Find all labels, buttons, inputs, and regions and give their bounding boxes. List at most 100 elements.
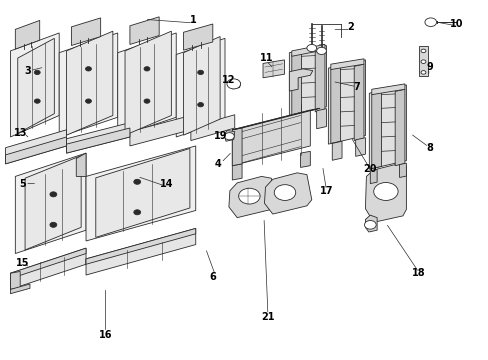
Polygon shape [15, 153, 86, 253]
Polygon shape [176, 39, 224, 137]
Circle shape [420, 49, 425, 53]
Polygon shape [399, 163, 406, 177]
Polygon shape [229, 80, 240, 89]
Polygon shape [315, 50, 325, 112]
Circle shape [274, 185, 295, 201]
Polygon shape [293, 113, 304, 133]
Circle shape [50, 222, 57, 227]
Polygon shape [228, 176, 276, 218]
Circle shape [134, 210, 141, 215]
Polygon shape [316, 109, 326, 129]
Polygon shape [365, 215, 376, 232]
Circle shape [34, 70, 40, 75]
Polygon shape [15, 21, 40, 49]
Circle shape [85, 67, 91, 71]
Polygon shape [130, 17, 159, 44]
Polygon shape [232, 164, 242, 180]
Circle shape [197, 103, 203, 107]
Text: 17: 17 [319, 186, 332, 196]
Text: 6: 6 [209, 272, 216, 282]
Polygon shape [291, 53, 301, 115]
Polygon shape [328, 60, 365, 144]
Polygon shape [10, 284, 30, 294]
Polygon shape [183, 37, 220, 135]
Polygon shape [331, 141, 341, 160]
Polygon shape [291, 44, 325, 56]
Polygon shape [10, 33, 59, 137]
Polygon shape [232, 110, 310, 166]
Polygon shape [394, 89, 404, 166]
Circle shape [420, 60, 425, 63]
Polygon shape [66, 128, 130, 153]
Text: 1: 1 [189, 15, 196, 26]
Text: 21: 21 [261, 312, 274, 322]
Polygon shape [330, 59, 363, 69]
Polygon shape [330, 67, 340, 143]
Polygon shape [96, 148, 189, 237]
Text: 8: 8 [426, 143, 432, 153]
Circle shape [306, 44, 316, 51]
Circle shape [85, 99, 91, 103]
Text: 13: 13 [14, 129, 28, 138]
Polygon shape [71, 18, 101, 45]
Polygon shape [130, 116, 190, 146]
Circle shape [224, 133, 234, 140]
Circle shape [238, 188, 260, 204]
Text: 5: 5 [19, 179, 26, 189]
Text: 12: 12 [222, 75, 235, 85]
Polygon shape [66, 123, 130, 153]
Text: 14: 14 [160, 179, 173, 189]
Text: 19: 19 [214, 131, 227, 141]
Polygon shape [183, 24, 212, 50]
Circle shape [316, 47, 326, 54]
Circle shape [424, 18, 436, 27]
Polygon shape [86, 146, 195, 241]
Text: 7: 7 [352, 82, 359, 93]
Polygon shape [10, 248, 86, 279]
Polygon shape [368, 85, 406, 169]
Polygon shape [10, 271, 20, 289]
Polygon shape [289, 45, 326, 116]
Polygon shape [355, 138, 365, 156]
Polygon shape [5, 137, 66, 164]
Polygon shape [125, 31, 171, 135]
Polygon shape [66, 31, 113, 135]
Polygon shape [232, 128, 242, 166]
Circle shape [144, 99, 150, 103]
Circle shape [34, 99, 40, 103]
Circle shape [226, 79, 240, 89]
Circle shape [50, 192, 57, 197]
Circle shape [364, 221, 375, 229]
Polygon shape [264, 173, 311, 214]
Polygon shape [232, 108, 320, 130]
Polygon shape [371, 84, 404, 95]
Bar [418, 45, 427, 76]
Circle shape [373, 183, 397, 201]
Polygon shape [371, 92, 381, 168]
Polygon shape [10, 248, 86, 289]
Text: 2: 2 [346, 22, 353, 32]
Polygon shape [59, 33, 118, 137]
Polygon shape [18, 39, 54, 134]
Polygon shape [76, 153, 86, 176]
Text: 18: 18 [411, 268, 425, 278]
Circle shape [197, 70, 203, 75]
Text: 3: 3 [24, 66, 31, 76]
Polygon shape [190, 115, 234, 140]
Polygon shape [365, 164, 406, 222]
Text: 16: 16 [99, 330, 112, 340]
Polygon shape [369, 169, 376, 184]
Text: 10: 10 [449, 19, 463, 29]
Polygon shape [86, 228, 195, 264]
Text: 11: 11 [259, 53, 273, 63]
Circle shape [144, 67, 150, 71]
Polygon shape [118, 33, 176, 137]
Polygon shape [224, 131, 234, 141]
Circle shape [134, 179, 141, 184]
Polygon shape [5, 130, 66, 164]
Polygon shape [300, 151, 310, 167]
Text: 20: 20 [363, 164, 376, 174]
Text: 15: 15 [16, 258, 29, 268]
Polygon shape [86, 228, 195, 275]
Text: 4: 4 [214, 159, 221, 169]
